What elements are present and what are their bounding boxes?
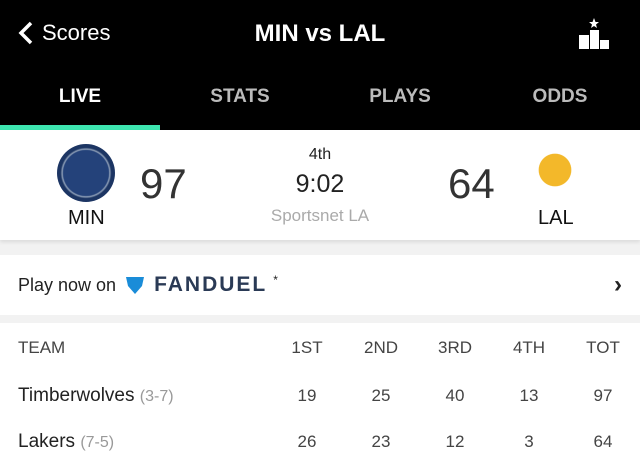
q4: 13 bbox=[519, 386, 539, 405]
col-tot: TOT bbox=[586, 338, 620, 357]
promo-text: Play now on bbox=[18, 274, 117, 295]
team-name: Lakers bbox=[18, 431, 76, 452]
table-row: Timberwolves (3-7) 19 25 40 13 97 bbox=[0, 373, 640, 419]
total: 64 bbox=[593, 432, 613, 451]
col-2nd: 2ND bbox=[363, 338, 398, 357]
home-score: 97 bbox=[140, 160, 187, 207]
q1: 26 bbox=[297, 432, 317, 451]
q3: 40 bbox=[445, 386, 465, 405]
team-record: (7-5) bbox=[80, 434, 115, 451]
away-abbr: LAL bbox=[538, 207, 574, 229]
q3: 12 bbox=[445, 432, 465, 451]
col-4th: 4TH bbox=[512, 338, 546, 357]
tab-live[interactable]: LIVE bbox=[58, 86, 102, 107]
network: Sportsnet LA bbox=[270, 206, 370, 225]
scoreboard: MIN 97 4th 9:02 Sportsnet LA 64 LAL bbox=[0, 130, 640, 240]
q2: 25 bbox=[371, 386, 391, 405]
asterisk: * bbox=[273, 273, 278, 287]
game-clock: 9:02 bbox=[295, 170, 345, 198]
q4: 3 bbox=[524, 432, 534, 451]
col-3rd: 3RD bbox=[437, 338, 472, 357]
tab-stats[interactable]: STATS bbox=[210, 86, 270, 107]
home-abbr: MIN bbox=[68, 207, 105, 229]
linescore-table: TEAM 1ST 2ND 3RD 4TH TOT Timberwolves (3… bbox=[0, 323, 640, 473]
back-label: Scores bbox=[42, 20, 111, 45]
team-record: (3-7) bbox=[139, 388, 174, 405]
page-title: MIN vs LAL bbox=[254, 20, 386, 47]
fanduel-promo[interactable]: Play now on FANDUEL * › bbox=[0, 255, 640, 315]
fanduel-shield-icon bbox=[126, 277, 145, 294]
header: Scores MIN vs LAL LIVE STATS PLAYS ODDS bbox=[0, 0, 640, 130]
col-1st: 1ST bbox=[291, 338, 323, 357]
back-button[interactable]: Scores bbox=[18, 20, 110, 46]
q2: 23 bbox=[371, 432, 391, 451]
table-row: Lakers (7-5) 26 23 12 3 64 bbox=[0, 419, 640, 465]
lakers-logo bbox=[530, 150, 580, 190]
total: 97 bbox=[593, 386, 613, 405]
q1: 19 bbox=[297, 386, 317, 405]
period: 4th bbox=[308, 146, 332, 163]
tab-odds[interactable]: ODDS bbox=[532, 86, 588, 107]
timberwolves-logo bbox=[57, 144, 115, 202]
chevron-left-icon bbox=[18, 21, 33, 45]
away-score: 64 bbox=[448, 160, 495, 207]
col-team: TEAM bbox=[18, 338, 66, 357]
table-header: TEAM 1ST 2ND 3RD 4TH TOT bbox=[0, 323, 640, 373]
chevron-right-icon: › bbox=[614, 271, 622, 298]
active-tab-indicator bbox=[0, 125, 160, 130]
leaderboard-icon[interactable] bbox=[578, 18, 610, 50]
tab-plays[interactable]: PLAYS bbox=[369, 86, 431, 107]
fanduel-brand: FANDUEL bbox=[154, 273, 268, 296]
team-name: Timberwolves bbox=[18, 385, 135, 406]
